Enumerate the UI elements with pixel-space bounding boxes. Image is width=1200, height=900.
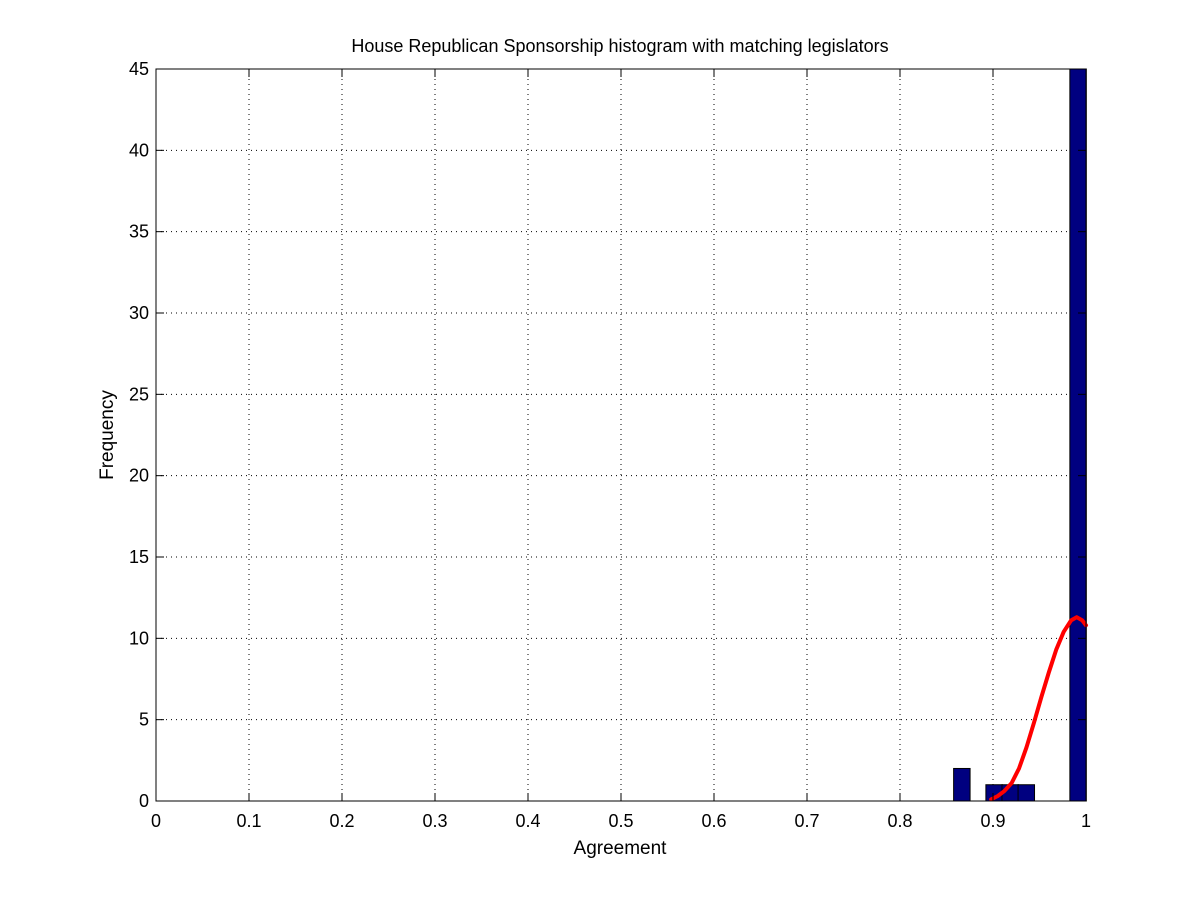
y-tick-label: 0 xyxy=(139,791,149,811)
histogram-bar xyxy=(1017,784,1036,802)
x-tick-label: 0.5 xyxy=(608,811,633,831)
y-tick-label: 35 xyxy=(129,222,149,242)
fit-curve xyxy=(989,615,1088,802)
y-tick-label: 10 xyxy=(129,628,149,648)
chart-title: House Republican Sponsorship histogram w… xyxy=(351,36,888,56)
x-tick-label: 0.8 xyxy=(887,811,912,831)
histogram-bars xyxy=(953,68,1087,802)
x-tick-label: 1 xyxy=(1081,811,1091,831)
x-tick-label: 0.7 xyxy=(794,811,819,831)
x-tick-label: 0.3 xyxy=(422,811,447,831)
x-tick-label: 0.9 xyxy=(980,811,1005,831)
x-axis-label: Agreement xyxy=(574,838,668,859)
y-tick-label: 30 xyxy=(129,303,149,323)
y-tick-label: 40 xyxy=(129,140,149,160)
y-tick-label: 45 xyxy=(129,59,149,79)
x-tick-label: 0.6 xyxy=(701,811,726,831)
grid-lines xyxy=(156,69,1086,801)
x-tick-label: 0 xyxy=(151,811,161,831)
x-axis-ticks: 0 0.1 0.2 0.3 0.4 0.5 0.6 0.7 0.8 0.9 1 xyxy=(151,69,1091,831)
histogram-bar xyxy=(1069,68,1087,802)
y-axis-ticks: 0 5 10 15 20 25 30 35 40 45 xyxy=(129,59,1086,811)
y-tick-label: 15 xyxy=(129,547,149,567)
x-tick-label: 0.4 xyxy=(515,811,540,831)
y-tick-label: 20 xyxy=(129,466,149,486)
y-tick-label: 5 xyxy=(139,710,149,730)
histogram-bar xyxy=(953,767,971,802)
y-axis-label: Frequency xyxy=(97,390,118,480)
x-tick-label: 0.1 xyxy=(236,811,261,831)
x-tick-label: 0.2 xyxy=(329,811,354,831)
y-tick-label: 25 xyxy=(129,384,149,404)
